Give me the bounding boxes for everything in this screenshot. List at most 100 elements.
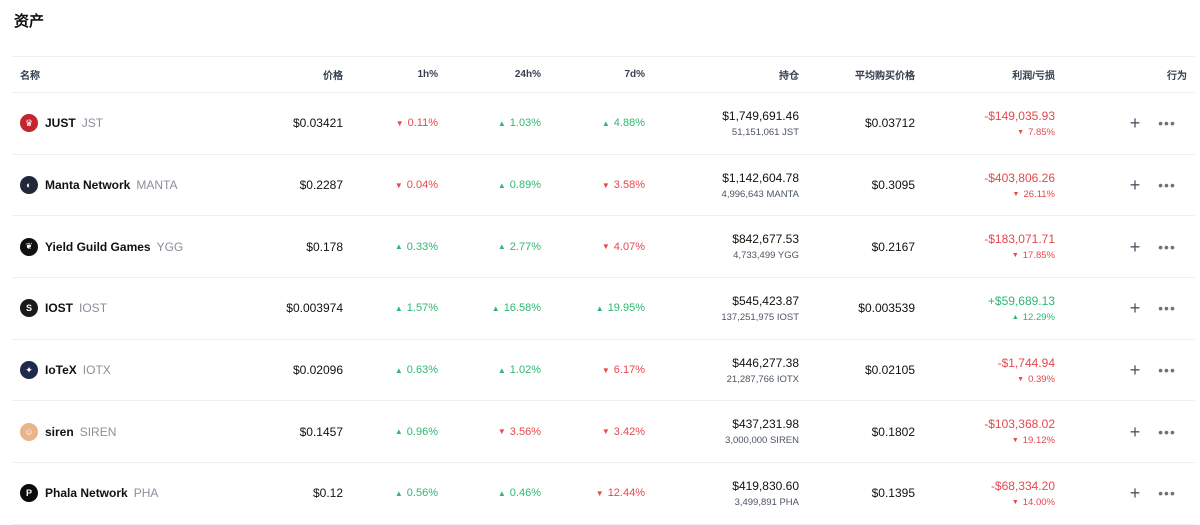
triangle-up-icon: ▲ bbox=[394, 242, 403, 252]
more-options-button[interactable]: ••• bbox=[1157, 361, 1177, 379]
avg-buy-price: $0.1395 bbox=[871, 486, 915, 501]
change-24h-cell: ▲ 1.02% bbox=[452, 340, 541, 401]
holdings-cell: $545,423.87 137,251,975 IOST bbox=[652, 278, 799, 339]
holding-quantity: 3,000,000 SIREN bbox=[725, 435, 799, 447]
pnl-percent: ▼ 7.85% bbox=[1017, 127, 1055, 138]
change-7d-cell: ▼ 4.07% bbox=[552, 216, 645, 277]
asset-name-cell[interactable]: ❦ Yield Guild Games YGG bbox=[20, 216, 260, 277]
table-row[interactable]: S IOST IOST $0.003974 ▲ 1.57% ▲ 16.58% ▲ 19… bbox=[12, 278, 1195, 340]
avg-buy-cell: $0.03712 bbox=[812, 93, 915, 154]
more-options-button[interactable]: ••• bbox=[1157, 484, 1177, 502]
more-options-button[interactable]: ••• bbox=[1157, 176, 1177, 194]
asset-name-cell[interactable]: ♛ JUST JST bbox=[20, 93, 260, 154]
more-icon: ••• bbox=[1158, 115, 1176, 132]
add-transaction-button[interactable]: + bbox=[1126, 484, 1144, 502]
add-transaction-button[interactable]: + bbox=[1126, 299, 1144, 317]
triangle-up-icon: ▲ bbox=[497, 118, 506, 128]
change-1h: ▼ 0.04% bbox=[395, 179, 438, 191]
change-1h: ▲ 1.57% bbox=[395, 302, 438, 314]
holdings-cell: $1,749,691.46 51,151,061 JST bbox=[652, 93, 799, 154]
change-24h: ▲ 0.89% bbox=[498, 179, 541, 191]
pnl-value: -$403,806.26 bbox=[984, 170, 1055, 185]
col-name[interactable]: 名称 bbox=[20, 71, 40, 82]
change-7d: ▼ 12.44% bbox=[596, 487, 645, 499]
avg-buy-cell: $0.003539 bbox=[812, 278, 915, 339]
asset-symbol: JST bbox=[81, 116, 104, 131]
more-options-button[interactable]: ••• bbox=[1157, 238, 1177, 256]
more-icon: ••• bbox=[1158, 300, 1176, 317]
triangle-up-icon: ▲ bbox=[601, 118, 610, 128]
col-avg-buy[interactable]: 平均购买价格 bbox=[855, 71, 915, 82]
pnl-percent: ▼ 14.00% bbox=[1012, 497, 1055, 508]
page-title: 资产 bbox=[14, 13, 45, 30]
change-7d: ▲ 4.88% bbox=[602, 117, 645, 129]
col-holdings[interactable]: 持仓 bbox=[779, 71, 799, 82]
pnl-percent-value: 26.11% bbox=[1023, 188, 1055, 200]
col-price[interactable]: 价格 bbox=[323, 71, 343, 82]
holding-value: $842,677.53 bbox=[732, 232, 799, 247]
table-row[interactable]: ◐ Manta Network MANTA $0.2287 ▼ 0.04% ▲ 0.… bbox=[12, 155, 1195, 217]
change-7d-cell: ▼ 6.17% bbox=[552, 340, 645, 401]
table-header: 名称 价格 1h% 24h% 7d% 持仓 平均购买价格 利润/亏损 行为 bbox=[12, 57, 1195, 93]
change-24h-value: 16.58% bbox=[503, 302, 541, 315]
more-options-button[interactable]: ••• bbox=[1157, 423, 1177, 441]
asset-name: siren bbox=[45, 424, 74, 439]
more-options-button[interactable]: ••• bbox=[1157, 299, 1177, 317]
more-options-button[interactable]: ••• bbox=[1157, 114, 1177, 132]
table-row[interactable]: ❦ Yield Guild Games YGG $0.178 ▲ 0.33% ▲ 2… bbox=[12, 216, 1195, 279]
asset-name-cell[interactable]: P Phala Network PHA bbox=[20, 463, 260, 524]
holdings-cell: $446,277.38 21,287,766 IOTX bbox=[652, 340, 799, 401]
plus-icon: + bbox=[1129, 421, 1141, 442]
triangle-down-icon: ▼ bbox=[497, 427, 506, 437]
pnl-percent: ▼ 26.11% bbox=[1013, 189, 1055, 200]
pnl-value: -$183,071.71 bbox=[984, 232, 1055, 247]
holding-value: $446,277.38 bbox=[732, 355, 799, 370]
table-row[interactable]: P Phala Network PHA $0.12 ▲ 0.56% ▲ 0.46% … bbox=[12, 463, 1195, 525]
change-1h-cell: ▲ 0.56% bbox=[352, 463, 438, 524]
actions-cell: + ••• bbox=[1112, 401, 1187, 462]
change-24h-cell: ▲ 1.03% bbox=[452, 93, 541, 154]
triangle-down-icon: ▼ bbox=[1011, 437, 1019, 445]
asset-name-cell[interactable]: ✦ IoTeX IOTX bbox=[20, 340, 260, 401]
change-1h-value: 0.63% bbox=[406, 364, 438, 377]
add-transaction-button[interactable]: + bbox=[1126, 114, 1144, 132]
pnl-percent-value: 0.39% bbox=[1028, 373, 1055, 385]
col-1h[interactable]: 1h% bbox=[417, 69, 438, 80]
asset-name-cell[interactable]: ◐ Manta Network MANTA bbox=[20, 155, 260, 216]
change-24h-value: 2.77% bbox=[509, 240, 541, 253]
change-1h-value: 1.57% bbox=[406, 302, 438, 315]
change-7d-cell: ▼ 3.58% bbox=[552, 155, 645, 216]
change-24h-cell: ▲ 0.46% bbox=[452, 463, 541, 524]
actions-cell: + ••• bbox=[1112, 155, 1187, 216]
triangle-down-icon: ▼ bbox=[601, 180, 610, 190]
add-transaction-button[interactable]: + bbox=[1126, 423, 1144, 441]
pha-icon: P bbox=[20, 484, 38, 503]
actions-cell: + ••• bbox=[1112, 216, 1187, 277]
asset-price: $0.178 bbox=[306, 239, 343, 254]
iotex-icon: ✦ bbox=[20, 361, 38, 380]
assets-table: 名称 价格 1h% 24h% 7d% 持仓 平均购买价格 利润/亏损 行为 ♛ … bbox=[12, 56, 1195, 525]
pnl-percent-value: 14.00% bbox=[1022, 496, 1055, 508]
triangle-up-icon: ▲ bbox=[497, 242, 506, 252]
change-1h-value: 0.04% bbox=[406, 179, 438, 192]
table-row[interactable]: ♛ JUST JST $0.03421 ▼ 0.11% ▲ 1.03% ▲ 4.88%… bbox=[12, 93, 1195, 155]
add-transaction-button[interactable]: + bbox=[1126, 238, 1144, 256]
change-1h: ▲ 0.96% bbox=[395, 426, 438, 438]
asset-price: $0.003974 bbox=[286, 301, 343, 316]
asset-name-cell[interactable]: S IOST IOST bbox=[20, 278, 260, 339]
table-row[interactable]: ☺ siren SIREN $0.1457 ▲ 0.96% ▼ 3.56% ▼ 3.4… bbox=[12, 401, 1195, 464]
change-1h-cell: ▲ 1.57% bbox=[352, 278, 438, 339]
more-icon: ••• bbox=[1158, 177, 1176, 194]
holding-value: $1,142,604.78 bbox=[722, 170, 799, 185]
col-24h[interactable]: 24h% bbox=[514, 69, 541, 80]
asset-name-cell[interactable]: ☺ siren SIREN bbox=[20, 401, 260, 462]
pnl-percent: ▼ 0.39% bbox=[1017, 374, 1055, 385]
triangle-down-icon: ▼ bbox=[395, 118, 404, 128]
col-7d[interactable]: 7d% bbox=[624, 69, 645, 80]
triangle-up-icon: ▲ bbox=[497, 180, 506, 190]
add-transaction-button[interactable]: + bbox=[1126, 176, 1144, 194]
table-row[interactable]: ✦ IoTeX IOTX $0.02096 ▲ 0.63% ▲ 1.02% ▼ 6.1… bbox=[12, 340, 1195, 402]
col-pnl[interactable]: 利润/亏损 bbox=[1012, 71, 1055, 82]
add-transaction-button[interactable]: + bbox=[1126, 361, 1144, 379]
change-7d-value: 3.58% bbox=[613, 179, 645, 192]
